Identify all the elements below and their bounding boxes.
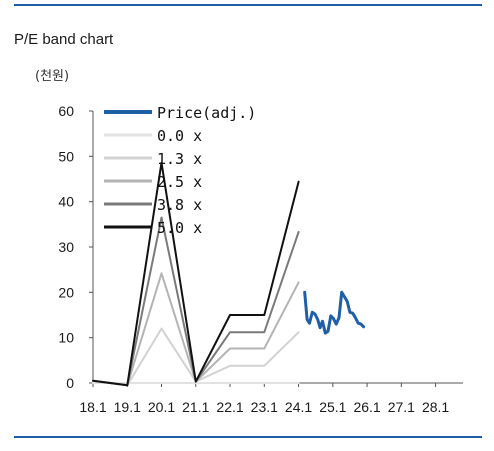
chart-title: P/E band chart [14, 31, 114, 48]
series-line-price-adj [303, 290, 366, 335]
y-tick-label: 60 [58, 103, 74, 119]
legend-label: 2.5 x [157, 173, 202, 191]
x-tick-label: 22.1 [216, 399, 243, 415]
x-tick-label: 25.1 [319, 399, 346, 415]
x-tick-label: 24.1 [285, 399, 312, 415]
x-tick-label: 23.1 [251, 399, 278, 415]
legend-label: Price(adj.) [157, 104, 256, 122]
x-tick-label: 19.1 [114, 399, 141, 415]
y-tick-label: 0 [66, 375, 74, 391]
y-tick-label: 50 [58, 148, 74, 164]
y-tick-label: 30 [58, 239, 74, 255]
y-tick-label: 10 [58, 330, 74, 346]
series-line-5-0-x [92, 161, 300, 387]
y-tick-label: 40 [58, 194, 74, 210]
plot-area [92, 161, 366, 387]
x-tick-label: 28.1 [422, 399, 449, 415]
x-tick-label: 27.1 [388, 399, 415, 415]
legend-label: 0.0 x [157, 127, 202, 145]
axes: 0 10 20 30 40 50 60 18.1 19.1 20.1 21.1 22.1 23.1 24.… [58, 103, 463, 415]
legend-label: 1.3 x [157, 150, 202, 168]
x-tick-label: 18.1 [79, 399, 106, 415]
x-tick-label: 26.1 [353, 399, 380, 415]
legend: Price(adj.) 0.0 x 1.3 x 2.5 x 3.8 x 5.0 x [104, 104, 256, 237]
legend-label: 5.0 x [157, 219, 202, 237]
x-tick-label: 21.1 [182, 399, 209, 415]
legend-label: 3.8 x [157, 196, 202, 214]
unit-label: (천원) [35, 69, 69, 84]
y-tick-label: 20 [58, 284, 74, 300]
x-tick-label: 20.1 [148, 399, 175, 415]
series-line-2-5-x [92, 272, 300, 387]
